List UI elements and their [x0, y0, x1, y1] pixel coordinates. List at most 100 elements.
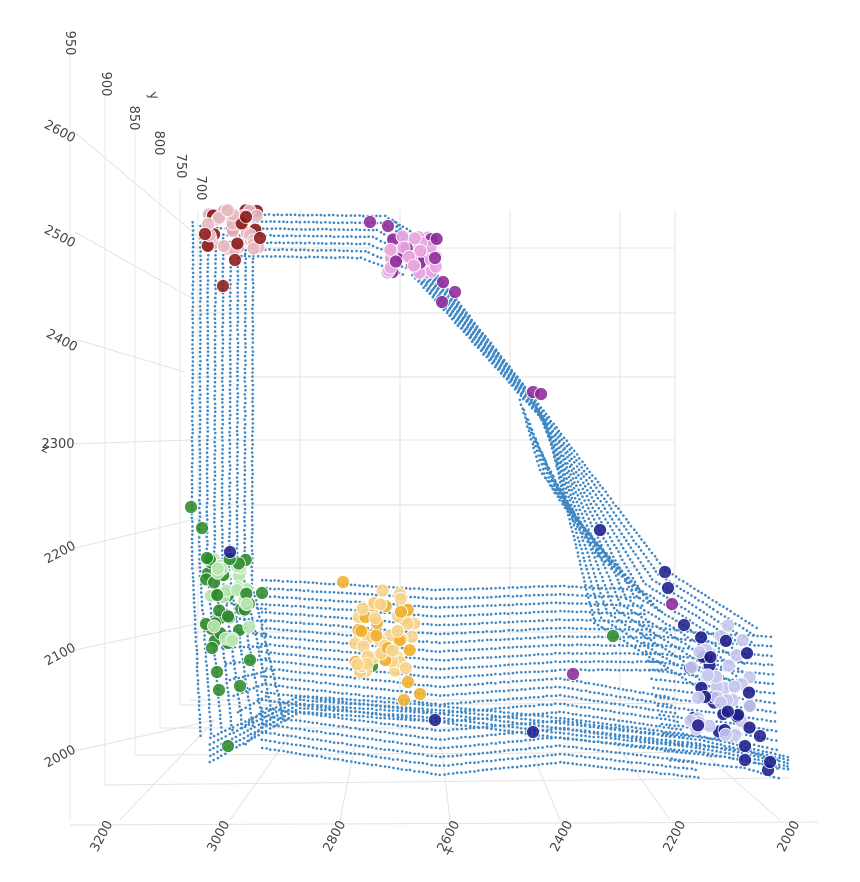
- point: [206, 354, 210, 357]
- point: [294, 637, 298, 641]
- point: [599, 592, 602, 595]
- point: [243, 254, 247, 257]
- point: [236, 303, 239, 307]
- point: [243, 528, 246, 532]
- point: [652, 636, 656, 640]
- point: [198, 713, 202, 716]
- point: [597, 652, 601, 655]
- point: [617, 687, 620, 691]
- point: [710, 615, 713, 618]
- point: [545, 669, 549, 673]
- point: [315, 664, 319, 668]
- point: [220, 524, 224, 528]
- point: [657, 617, 661, 621]
- point: [191, 296, 194, 300]
- point: [670, 727, 674, 730]
- point: [332, 591, 336, 594]
- point: [520, 620, 524, 623]
- point: [434, 658, 438, 662]
- point: [439, 667, 442, 671]
- point: [251, 531, 254, 535]
- point: [213, 346, 217, 350]
- point: [299, 605, 302, 608]
- grid-line: [74, 514, 213, 549]
- point: [253, 594, 256, 598]
- point: [658, 592, 662, 595]
- point: [520, 679, 523, 683]
- point: [580, 567, 583, 571]
- point: [576, 494, 580, 497]
- point: [236, 400, 239, 403]
- point: [604, 684, 608, 688]
- point: [307, 248, 310, 252]
- point: [358, 651, 361, 655]
- point: [251, 388, 254, 392]
- point: [606, 652, 609, 655]
- point: [345, 658, 349, 662]
- point: [286, 588, 290, 592]
- point: [250, 451, 254, 454]
- point: [442, 623, 446, 626]
- point: [191, 457, 194, 460]
- point: [582, 556, 585, 560]
- point: [219, 721, 223, 725]
- point: [445, 311, 449, 315]
- point: [236, 497, 239, 500]
- point: [588, 470, 591, 474]
- point: [281, 661, 285, 664]
- point: [541, 653, 544, 656]
- point: [400, 733, 403, 736]
- point: [191, 550, 194, 553]
- point: [633, 528, 636, 531]
- point: [191, 541, 194, 545]
- point: [622, 639, 626, 643]
- point: [541, 453, 544, 456]
- point: [392, 586, 395, 589]
- point: [545, 653, 549, 656]
- point: [650, 692, 654, 696]
- point: [481, 674, 484, 677]
- point: [524, 628, 528, 632]
- point: [228, 434, 232, 437]
- point: [328, 598, 332, 602]
- point: [473, 343, 477, 347]
- point: [268, 659, 272, 663]
- point: [320, 722, 323, 726]
- point: [550, 635, 553, 638]
- point: [624, 550, 628, 554]
- point: [468, 639, 471, 643]
- point: [637, 620, 641, 623]
- point: [639, 590, 643, 593]
- point: [191, 288, 195, 291]
- point: [328, 674, 332, 677]
- point: [281, 717, 285, 721]
- point: [191, 317, 194, 321]
- point: [332, 582, 336, 586]
- point: [337, 591, 340, 594]
- point: [324, 623, 328, 627]
- point: [387, 697, 391, 700]
- point: [243, 354, 247, 358]
- point: [421, 622, 425, 626]
- point: [319, 656, 323, 660]
- point: [243, 503, 247, 506]
- point: [353, 214, 357, 217]
- point: [228, 535, 231, 539]
- point: [429, 631, 433, 635]
- point: [647, 548, 651, 551]
- point: [190, 478, 194, 482]
- point: [494, 707, 497, 710]
- point: [260, 611, 264, 614]
- point: [198, 464, 202, 468]
- point: [529, 679, 532, 682]
- point: [511, 705, 515, 709]
- point: [677, 578, 681, 581]
- point: [593, 539, 596, 542]
- point: [519, 697, 523, 700]
- point: [530, 406, 534, 410]
- point: [572, 492, 575, 496]
- point: [191, 423, 194, 427]
- point: [220, 371, 224, 375]
- point: [281, 685, 285, 688]
- point: [222, 656, 226, 660]
